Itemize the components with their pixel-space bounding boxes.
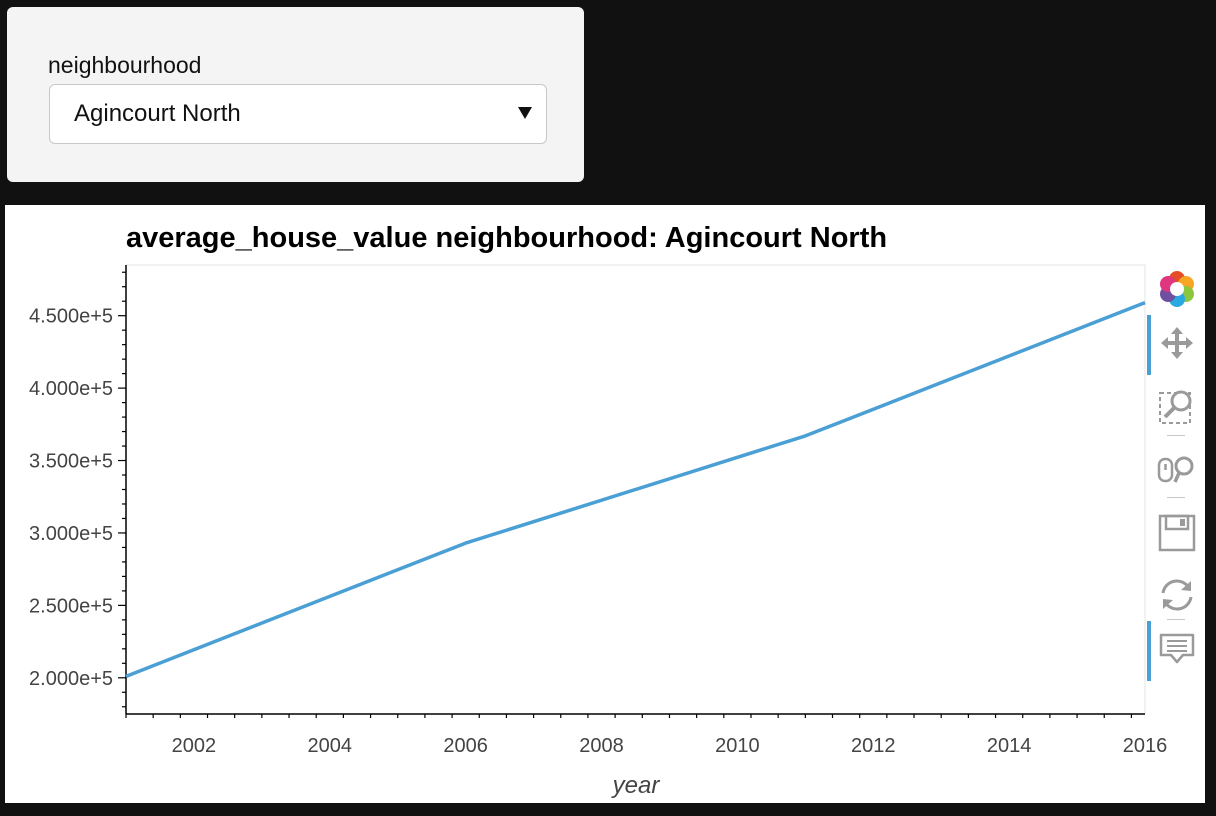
wheel-zoom-tool-icon: [1157, 456, 1194, 483]
y-tick-label: 3.500e+5: [29, 451, 113, 473]
bokeh-logo[interactable]: [1147, 261, 1203, 315]
series-layer: [125, 301, 1146, 678]
y-tick-label: 2.500e+5: [29, 595, 113, 617]
toolbar-separator: [1167, 619, 1185, 620]
chart-title: average_house_value neighbourhood: Aginc…: [126, 222, 887, 254]
pan-tool-icon: [1161, 327, 1193, 359]
box-zoom-tool-icon: [1159, 390, 1192, 424]
hover-tool-icon: [1159, 633, 1195, 664]
caret-down-icon: [518, 107, 532, 119]
y-tick-label: 4.000e+5: [29, 378, 113, 400]
reset-tool[interactable]: [1147, 567, 1203, 621]
x-axis: 2002 2004 2006 2008 2010 2012 2014 2016: [125, 713, 1168, 757]
save-tool-icon: [1158, 514, 1196, 552]
x-tick-label: 2010: [715, 735, 760, 757]
x-tick-label: 2014: [987, 735, 1032, 757]
reset-tool-icon: [1161, 579, 1193, 611]
x-tick-label: 2002: [172, 735, 217, 757]
wheel-zoom-tool[interactable]: [1147, 441, 1203, 495]
plot-panel: average_house_value neighbourhood: Aginc…: [5, 205, 1205, 803]
neighbourhood-select[interactable]: Agincourt North: [49, 84, 547, 144]
x-tick-label: 2008: [579, 735, 624, 757]
neighbourhood-label: neighbourhood: [48, 52, 202, 78]
save-tool[interactable]: [1147, 505, 1203, 559]
bokeh-logo-icon: [1160, 271, 1194, 307]
y-tick-label: 4.500e+5: [29, 306, 113, 328]
x-tick-label: 2006: [443, 735, 488, 757]
x-axis-label: year: [611, 772, 661, 799]
hover-tool[interactable]: [1147, 621, 1203, 681]
box-zoom-tool[interactable]: [1147, 377, 1203, 431]
widget-panel: neighbourhood Agincourt North: [7, 7, 584, 182]
y-tick-label: 2.000e+5: [29, 668, 113, 690]
toolbar-separator: [1167, 497, 1185, 498]
toolbar-separator: [1167, 435, 1185, 436]
y-axis: 2.000e+5 2.500e+5 3.000e+5 3.500e+5 4.000e+5…: [29, 265, 127, 714]
pan-tool[interactable]: [1147, 315, 1203, 375]
y-tick-label: 3.000e+5: [29, 523, 113, 545]
plot-toolbar: [1147, 261, 1203, 681]
x-tick-label: 2012: [851, 735, 896, 757]
select-value: Agincourt North: [74, 100, 241, 127]
x-tick-label: 2016: [1123, 735, 1168, 757]
series-line-0: [125, 301, 1146, 678]
x-tick-label: 2004: [308, 735, 353, 757]
line-chart[interactable]: average_house_value neighbourhood: Aginc…: [5, 205, 1205, 803]
